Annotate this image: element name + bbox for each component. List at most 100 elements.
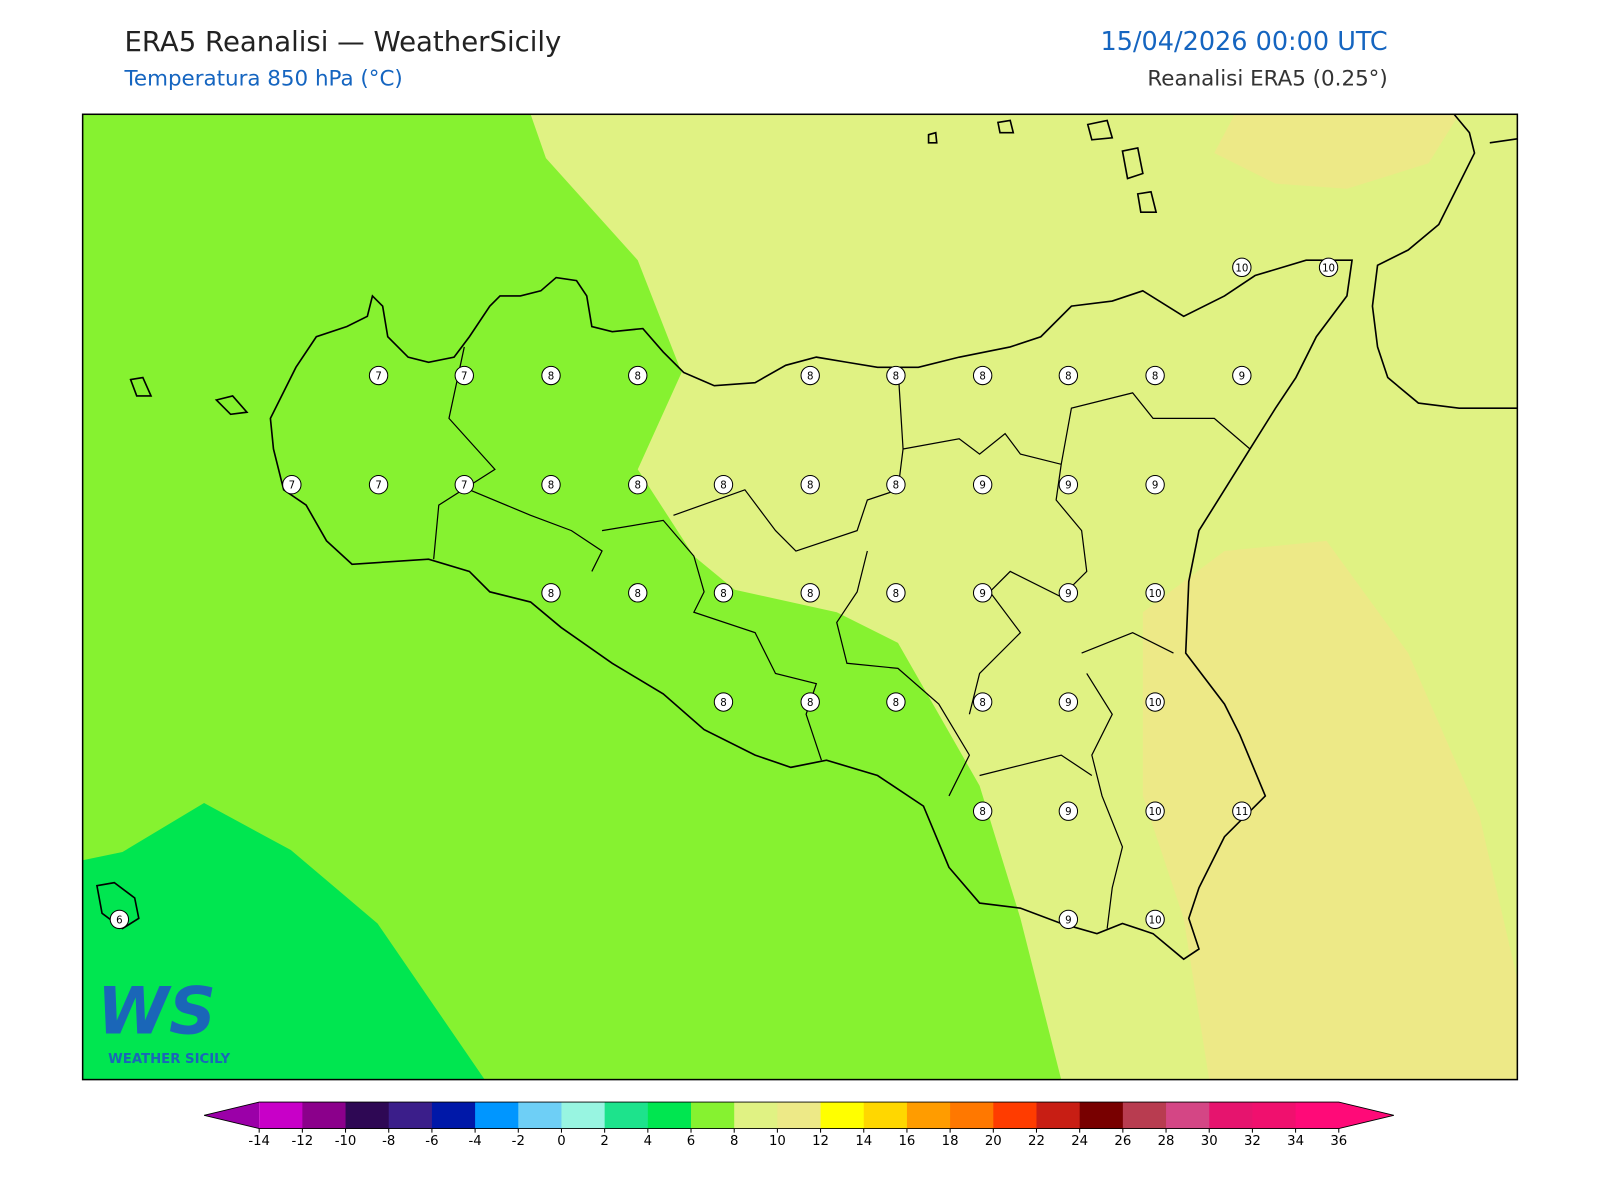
station-marker [628,583,648,603]
colorbar-segment [1079,1102,1124,1129]
source: Reanalisi ERA5 (0.25°) [1147,67,1387,92]
contour-band [1214,114,1460,189]
colorbar-tick-label: 2 [600,1134,608,1149]
station-marker [886,692,906,712]
station-marker [1232,365,1252,386]
colorbar-under [204,1102,260,1129]
station-value: 9 [1065,589,1071,600]
station-marker [972,583,993,603]
station-marker [282,475,302,495]
station-value: 10 [1149,807,1162,818]
station-marker [1232,801,1252,821]
colorbar-segment [388,1102,433,1129]
datetime: 15/04/2026 00:00 UTC [1101,27,1388,57]
station-value: 7 [289,481,295,492]
station-value: 8 [893,481,899,492]
station-labels: 10 10 7 7 8 8 8 8 8 8 8 9 7 7 7 8 8 8 8 8 9 9 9 8 8 8 8 8 9 9 10 8 8 8 8 9 1… [109,257,1339,930]
station-marker [800,475,820,495]
station-marker [972,365,993,386]
colorbar-segment [691,1102,735,1129]
station-marker [886,583,906,603]
station-marker [541,583,561,603]
station-marker [1232,257,1252,278]
colorbar: -14 -12 -10 -8 -6 -4 -2 0 2 4 6 8 10 12 14 16 18 20 22 24 26… [203,1101,1394,1149]
station-marker [1058,365,1079,386]
colorbar-segment [475,1102,519,1129]
colorbar-tick-label: 4 [644,1134,652,1149]
station-marker [972,475,993,495]
colorbar-tick-label: 0 [557,1134,565,1149]
colorbar-tick-label: -8 [382,1134,395,1149]
colorbar-tick-label: 14 [855,1134,872,1149]
logo-mark: WS [97,973,216,1049]
colorbar-segment [302,1102,347,1129]
colorbar-segment [259,1102,303,1129]
station-marker [1058,801,1079,821]
station-value: 8 [548,589,554,600]
station-marker [454,365,474,386]
station-marker [368,365,389,386]
subtitle: Temperatura 850 hPa (°C) [123,67,402,92]
station-value: 7 [375,372,381,383]
station-value: 8 [979,807,985,818]
colorbar-tick-label: 36 [1330,1134,1347,1149]
station-value: 8 [807,481,813,492]
contour-band [1142,540,1518,1080]
station-marker [454,475,474,495]
colorbar-tick-label: -12 [292,1134,314,1149]
station-marker [800,365,820,386]
station-value: 8 [635,589,641,600]
logo: WS WEATHER SICILY [97,973,231,1067]
colorbar-segment [906,1102,951,1129]
colorbar-segment [863,1102,908,1129]
coastlines [95,114,1518,961]
station-marker [1145,365,1165,386]
station-marker [628,365,648,386]
station-value: 10 [1235,263,1248,274]
station-marker [713,583,734,603]
station-marker [109,909,130,930]
station-value: 8 [548,372,554,383]
station-marker [1145,801,1165,821]
station-marker [541,475,561,495]
station-marker [972,801,993,821]
colorbar-tick-label: -4 [468,1134,481,1149]
colorbar-tick-label: -14 [248,1134,270,1149]
station-value: 8 [1065,372,1071,383]
station-value: 8 [635,481,641,492]
temperature-field [82,114,1518,1080]
colorbar-segment [1122,1102,1167,1129]
station-value: 8 [807,698,813,709]
colorbar-tick-label: 16 [899,1134,916,1149]
colorbar-segment [777,1102,822,1129]
station-value: 7 [375,481,381,492]
station-value: 9 [979,589,985,600]
station-value: 8 [807,589,813,600]
colorbar-tick-label: -10 [335,1134,357,1149]
islands [95,119,1158,930]
station-value: 9 [1065,915,1071,926]
station-value: 10 [1149,589,1162,600]
station-value: 8 [979,698,985,709]
colorbar-tick-label: 24 [1071,1134,1088,1149]
station-value: 8 [548,481,554,492]
logo-name: WEATHER SICILY [108,1052,230,1067]
station-marker [1145,692,1165,712]
sicily-coast [269,259,1353,961]
station-value: 8 [979,372,985,383]
colorbar-tick-label: 22 [1028,1134,1045,1149]
station-value: 8 [893,589,899,600]
station-value: 8 [1152,372,1158,383]
colorbar-tick-label: 32 [1244,1134,1261,1149]
calabria-coast [1371,114,1518,409]
colorbar-tick-label: 6 [687,1134,695,1149]
station-marker [886,365,906,386]
station-value: 9 [1065,807,1071,818]
station-marker [713,692,734,712]
station-value: 9 [1239,372,1245,383]
map-frame [81,113,1519,1081]
colorbar-tick-label: 20 [985,1134,1002,1149]
station-value: 6 [116,915,122,926]
colorbar-segment [950,1102,994,1129]
